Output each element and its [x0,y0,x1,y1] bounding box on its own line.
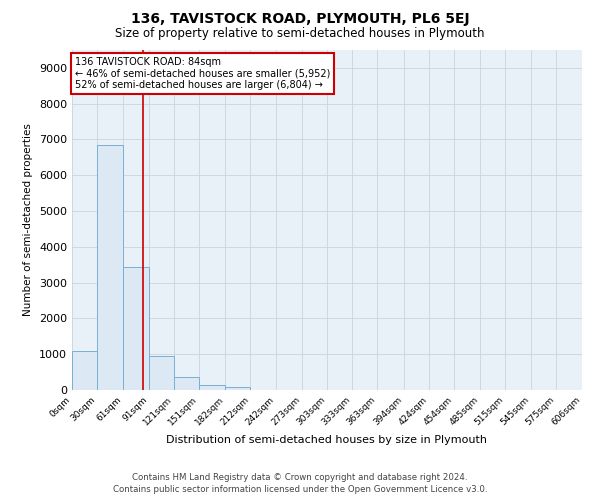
Bar [72,350,97,390]
Text: Contains HM Land Registry data © Crown copyright and database right 2024.
Contai: Contains HM Land Registry data © Crown c… [113,472,487,494]
Text: Size of property relative to semi-detached houses in Plymouth: Size of property relative to semi-detach… [115,28,485,40]
Bar [149,356,174,390]
Bar [97,145,124,390]
Y-axis label: Number of semi-detached properties: Number of semi-detached properties [23,124,34,316]
Bar [124,266,149,390]
Bar [225,387,250,390]
X-axis label: Distribution of semi-detached houses by size in Plymouth: Distribution of semi-detached houses by … [167,436,487,446]
Bar [174,378,199,390]
Text: 136 TAVISTOCK ROAD: 84sqm
← 46% of semi-detached houses are smaller (5,952)
52% : 136 TAVISTOCK ROAD: 84sqm ← 46% of semi-… [74,57,330,90]
Bar [199,386,225,390]
Text: 136, TAVISTOCK ROAD, PLYMOUTH, PL6 5EJ: 136, TAVISTOCK ROAD, PLYMOUTH, PL6 5EJ [131,12,469,26]
